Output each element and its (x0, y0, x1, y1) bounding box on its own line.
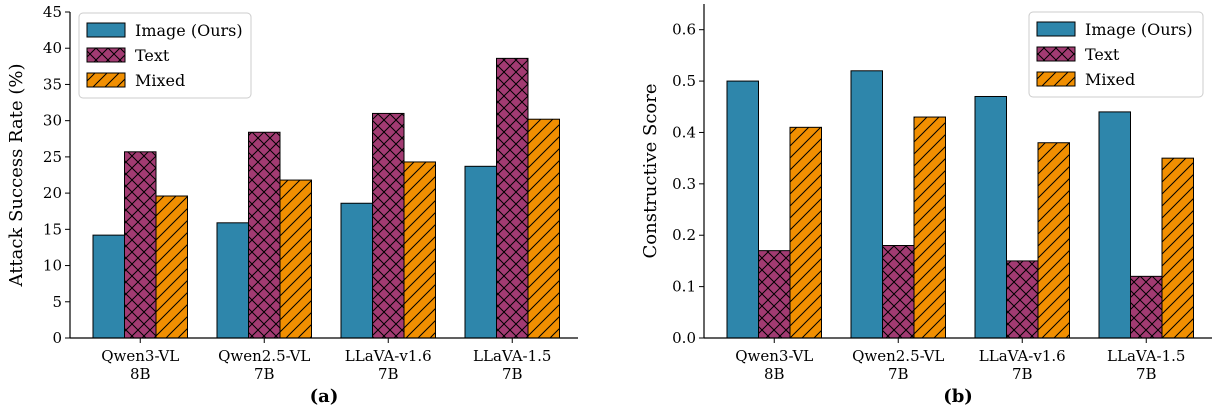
legend-label: Image (Ours) (1085, 20, 1193, 39)
bar-image-ours--1 (851, 70, 883, 339)
legend-label: Mixed (1085, 70, 1135, 89)
legend-item: Image (Ours) (1036, 20, 1193, 39)
legend-item: Mixed (86, 71, 185, 90)
x-tick-label: Qwen2.5-VL (852, 347, 944, 365)
bar-hatch-2-3 (528, 119, 560, 339)
x-tick-label: Qwen3-VL (735, 347, 813, 365)
x-tick-label: 7B (1012, 365, 1033, 383)
bar-image-ours--3 (465, 166, 497, 338)
legend-label: Text (1085, 45, 1120, 64)
legend-item: Text (86, 46, 170, 65)
bar-hatch-1-2 (372, 113, 404, 338)
bar-hatch-1-0 (124, 151, 156, 338)
bar-hatch-2-2 (1038, 142, 1070, 338)
y-tick-label: 25 (43, 148, 62, 166)
legend-swatch-outline (1036, 21, 1076, 37)
panel-label: (a) (310, 386, 339, 407)
legend-swatch-outline (1036, 71, 1076, 87)
bar-image-ours--3 (1099, 111, 1131, 339)
x-tick-label: 8B (130, 365, 151, 383)
legend-swatch (87, 23, 125, 37)
y-tick-label: 0.5 (672, 72, 696, 90)
legend-swatch-outline (86, 22, 126, 38)
bar-hatch-1-1 (248, 132, 280, 338)
y-tick-label: 0.6 (672, 21, 696, 39)
legend-label: Text (135, 46, 170, 65)
y-tick-label: 45 (43, 3, 62, 21)
y-tick-label: 0.3 (672, 175, 696, 193)
legend: Image (Ours) Text Mixed (78, 12, 252, 99)
y-tick-label: 0.4 (672, 123, 696, 141)
x-tick-label: LLaVA-v1.6 (345, 347, 432, 365)
x-tick-label: LLaVA-v1.6 (979, 347, 1066, 365)
chart-panel-a: 051015202530354045Qwen3-VL8BQwen2.5-VL7B… (6, 3, 578, 407)
legend-swatch-hatch (87, 73, 125, 87)
legend-label: Mixed (135, 71, 185, 90)
y-tick-label: 10 (43, 257, 62, 275)
legend-swatch-outline (1036, 46, 1076, 62)
y-tick-label: 0 (52, 329, 62, 347)
x-tick-label: Qwen2.5-VL (218, 347, 310, 365)
y-axis-title: Attack Success Rate (%) (6, 64, 27, 288)
y-tick-label: 5 (52, 293, 62, 311)
bar-image-ours--0 (93, 235, 125, 338)
x-tick-label: 7B (254, 365, 275, 383)
x-tick-label: LLaVA-1.5 (473, 347, 551, 365)
bar-hatch-2-0 (790, 127, 822, 338)
y-tick-label: 15 (43, 220, 62, 238)
y-tick-label: 0.1 (672, 278, 696, 296)
legend: Image (Ours) Text Mixed (1028, 11, 1204, 98)
y-axis-title: Constructive Score (640, 84, 661, 259)
legend-swatch-outline (86, 47, 126, 63)
bar-hatch-2-3 (1162, 158, 1194, 338)
legend-item: Mixed (1036, 70, 1135, 89)
panel-label: (b) (943, 386, 973, 407)
bar-hatch-1-3 (496, 58, 528, 339)
x-tick-label: 7B (888, 365, 909, 383)
bar-hatch-2-0 (156, 196, 188, 338)
y-tick-label: 30 (43, 112, 62, 130)
bar-hatch-1-2 (1006, 260, 1038, 338)
legend-item: Text (1036, 45, 1120, 64)
y-tick-label: 40 (43, 39, 62, 57)
bar-hatch-2-1 (280, 180, 312, 338)
x-tick-label: 7B (378, 365, 399, 383)
y-tick-label: 20 (43, 184, 62, 202)
legend-item: Image (Ours) (86, 21, 243, 40)
bar-hatch-1-0 (758, 250, 790, 338)
bar-hatch-1-3 (1130, 276, 1162, 338)
x-tick-label: 8B (764, 365, 785, 383)
bar-image-ours--2 (975, 96, 1007, 338)
y-tick-label: 0.2 (672, 226, 696, 244)
legend-label: Image (Ours) (135, 21, 243, 40)
x-tick-label: Qwen3-VL (101, 347, 179, 365)
bar-hatch-2-2 (404, 161, 436, 338)
legend-swatch-hatch (1037, 72, 1075, 86)
bar-hatch-2-1 (914, 117, 946, 339)
bar-image-ours--2 (341, 203, 373, 338)
bar-image-ours--1 (217, 222, 249, 338)
x-tick-label: 7B (502, 365, 523, 383)
legend-swatch-hatch (1037, 47, 1075, 61)
x-tick-label: LLaVA-1.5 (1107, 347, 1185, 365)
legend-swatch-outline (86, 72, 126, 88)
bar-hatch-1-1 (882, 245, 914, 338)
bar-image-ours--0 (727, 81, 759, 339)
y-tick-label: 35 (43, 75, 62, 93)
x-tick-label: 7B (1136, 365, 1157, 383)
legend-swatch (1037, 22, 1075, 36)
legend-swatch-hatch (87, 48, 125, 62)
y-tick-label: 0.0 (672, 329, 696, 347)
